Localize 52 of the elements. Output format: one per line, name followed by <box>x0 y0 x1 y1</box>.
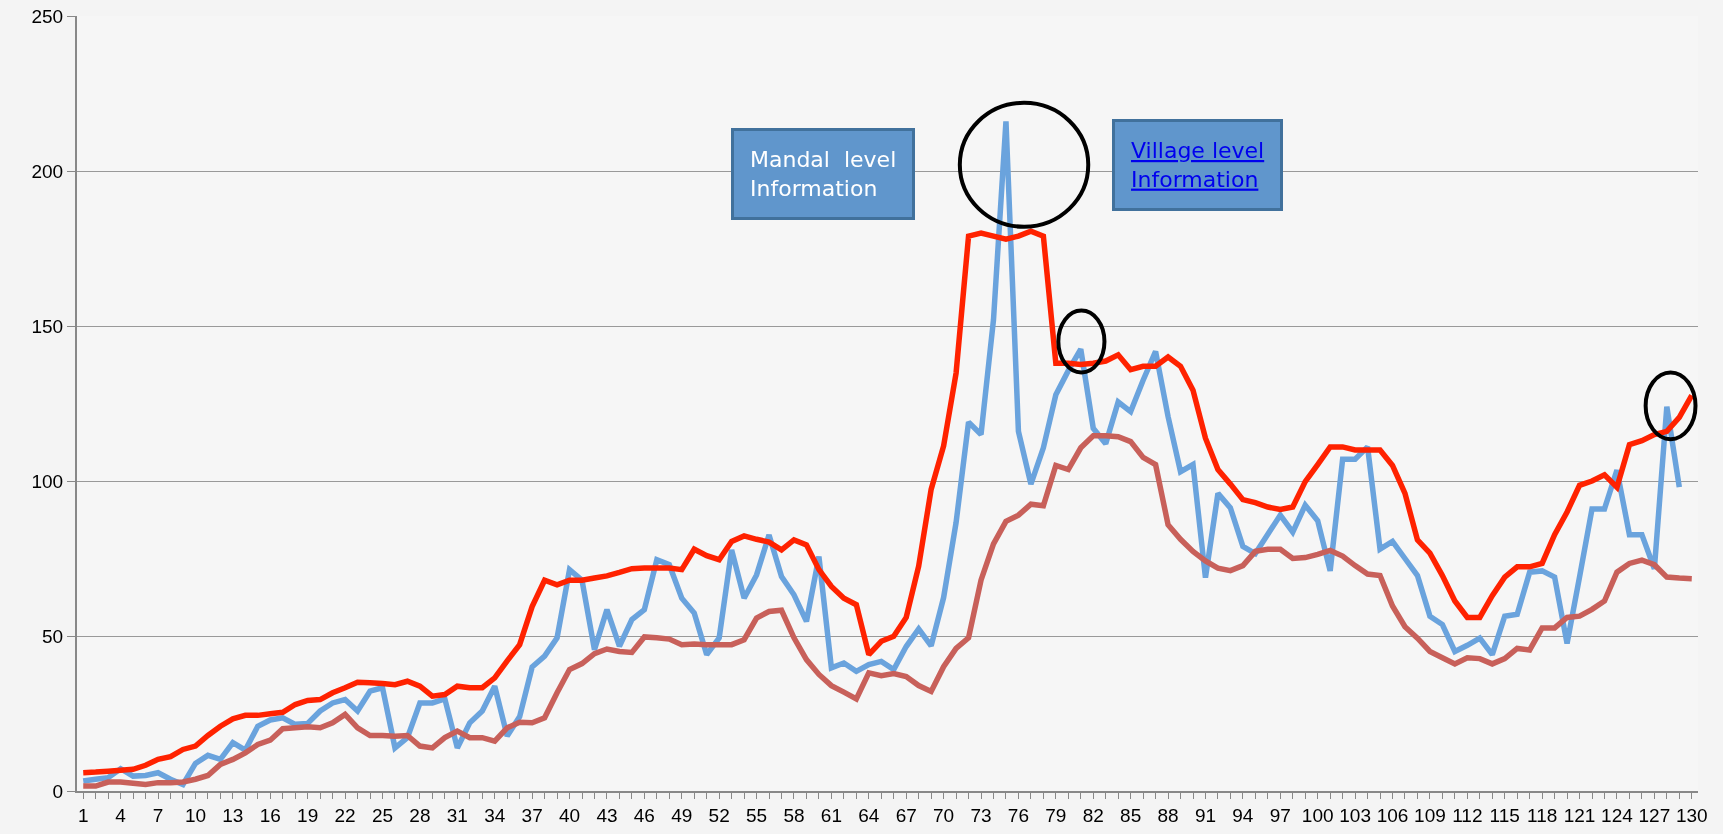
x-tick-label: 43 <box>596 804 618 826</box>
y-tick-label: 50 <box>42 625 64 647</box>
x-tick-label: 115 <box>1489 804 1520 826</box>
x-tick-label: 28 <box>409 804 431 826</box>
y-tick-label: 100 <box>31 470 64 492</box>
x-tick-label: 64 <box>858 804 880 826</box>
annotation: Village level Information <box>1131 138 1265 192</box>
x-tick-label: 13 <box>222 804 244 826</box>
x-tick-label: 79 <box>1045 804 1067 826</box>
x-tick-label: 73 <box>970 804 992 826</box>
x-tick-label: 52 <box>708 804 730 826</box>
x-tick-label: 127 <box>1638 804 1671 826</box>
x-tick-label: 88 <box>1157 804 1179 826</box>
x-tick-label: 10 <box>184 804 207 826</box>
x-tick-label: 118 <box>1526 804 1558 826</box>
x-tick-label: 85 <box>1120 804 1142 826</box>
x-tick-label: 58 <box>783 804 805 826</box>
x-tick-label: 91 <box>1194 804 1217 826</box>
x-tick-label: 34 <box>484 804 506 826</box>
x-tick-label: 112 <box>1452 804 1483 826</box>
annotation: Mandal level Information <box>750 147 897 201</box>
y-tick-label: 0 <box>52 780 64 802</box>
x-tick-label: 4 <box>115 804 127 826</box>
x-tick-label: 31 <box>446 804 468 826</box>
y-tick-label: 200 <box>31 160 64 182</box>
x-tick-label: 106 <box>1376 804 1409 826</box>
x-tick-label: 67 <box>895 804 917 826</box>
x-tick-label: 82 <box>1082 804 1104 826</box>
x-tick-label: 22 <box>334 804 356 826</box>
x-tick-label: 55 <box>746 804 768 826</box>
x-tick-label: 94 <box>1232 804 1254 826</box>
x-tick-label: 25 <box>371 804 394 826</box>
x-tick-label: 97 <box>1269 804 1291 826</box>
x-tick-label: 61 <box>820 804 842 826</box>
y-tick-label: 250 <box>31 5 64 27</box>
x-tick-label: 100 <box>1301 804 1334 826</box>
y-tick-label: 150 <box>31 315 64 337</box>
x-tick-label: 70 <box>933 804 955 826</box>
x-tick-label: 124 <box>1601 804 1634 826</box>
x-tick-label: 19 <box>297 804 319 826</box>
x-tick-label: 1 <box>77 804 89 826</box>
x-tick-label: 7 <box>152 804 164 826</box>
x-tick-label: 16 <box>259 804 281 826</box>
x-tick-label: 109 <box>1414 804 1446 826</box>
x-tick-label: 103 <box>1339 804 1371 826</box>
x-tick-label: 76 <box>1007 804 1029 826</box>
x-tick-label: 37 <box>521 804 543 826</box>
x-tick-label: 49 <box>671 804 693 826</box>
x-tick-label: 121 <box>1563 804 1596 826</box>
x-tick-label: 46 <box>633 804 655 826</box>
x-tick-label: 40 <box>558 804 581 826</box>
x-tick-label: 130 <box>1675 804 1708 826</box>
